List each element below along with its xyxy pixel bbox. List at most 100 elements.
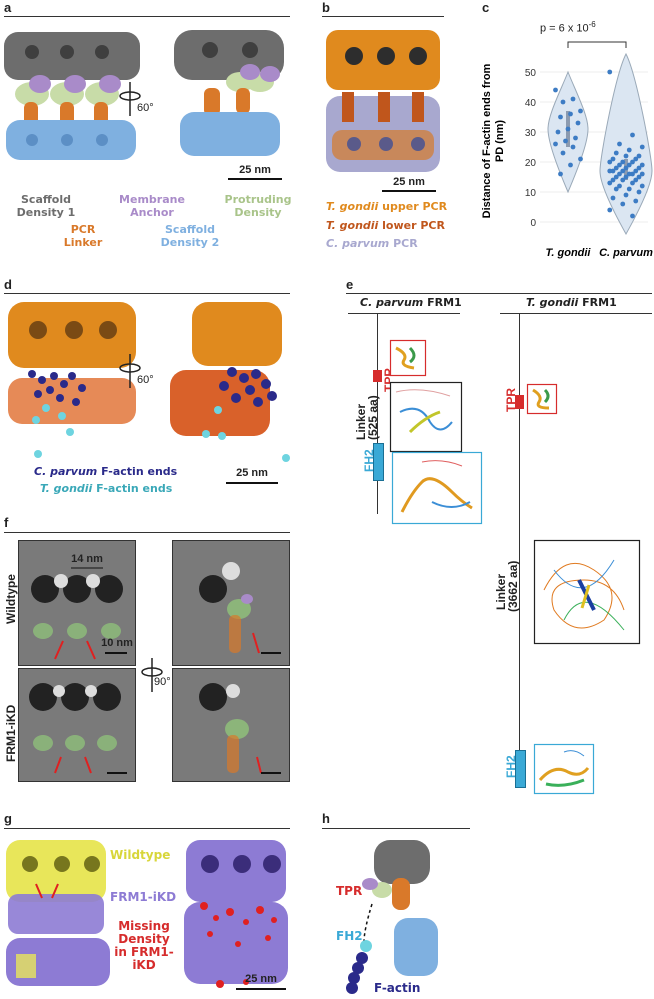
data-point <box>607 168 613 174</box>
panel-e-left-title: C. parvum FRM1 <box>360 296 462 309</box>
data-point <box>613 150 619 156</box>
panel-f-rotation: 90° <box>154 676 171 688</box>
violin-1 <box>599 52 653 236</box>
data-point <box>617 183 622 189</box>
data-point <box>573 135 578 141</box>
x-category-label: C. parvum <box>599 247 653 259</box>
y-tick-label: 10 <box>525 188 537 199</box>
data-point <box>633 156 639 162</box>
panel-h-factin: F-actin <box>374 981 421 995</box>
panel-b-scale-bar <box>382 190 436 192</box>
data-point <box>568 162 573 168</box>
panel-g-rule <box>4 828 290 829</box>
data-point <box>620 201 626 207</box>
panel-h-rule <box>322 828 470 829</box>
data-point <box>578 156 583 162</box>
panel-a-rule <box>4 16 290 17</box>
data-point <box>626 162 632 168</box>
data-point <box>575 120 581 126</box>
data-point <box>636 165 642 171</box>
rotation-arrow-icon <box>119 82 141 116</box>
panel-h-model <box>346 840 438 994</box>
right-fh2-structure <box>533 743 595 795</box>
data-point <box>620 177 626 183</box>
data-point <box>558 171 563 177</box>
left-linker-structure <box>389 381 463 453</box>
y-tick-label: 40 <box>525 98 537 109</box>
panel-d-scale-bar <box>226 482 278 484</box>
data-point <box>630 132 635 138</box>
data-point <box>639 183 645 189</box>
data-point <box>639 162 645 168</box>
panel-f-rotation-icon <box>141 658 163 692</box>
left-tpr-structure <box>389 339 427 377</box>
panel-g-wildtype: Wildtype <box>110 848 171 862</box>
significance-bracket <box>567 41 627 48</box>
data-point <box>623 192 629 198</box>
data-point <box>630 213 635 219</box>
panel-d-rule <box>4 293 290 294</box>
data-point <box>626 186 632 192</box>
micrograph-wt-front: 14 nm 10 nm <box>18 540 136 666</box>
data-point <box>560 99 566 105</box>
panel-a-label: a <box>4 0 12 15</box>
data-point <box>620 168 626 174</box>
data-point <box>553 87 558 93</box>
data-point <box>613 186 619 192</box>
data-point <box>607 159 613 165</box>
data-point <box>610 195 616 201</box>
left-fh2-structure <box>391 451 483 525</box>
left-fh2-domain <box>373 443 384 481</box>
right-linker-structure <box>533 539 641 645</box>
data-point <box>570 96 576 102</box>
data-point <box>570 144 576 150</box>
data-point <box>636 189 642 195</box>
panel-g-scale-bar <box>236 988 286 990</box>
data-point <box>617 141 622 147</box>
left-fh2-label: FH2 <box>362 449 376 472</box>
legend-protruding: Protruding Density <box>224 193 292 219</box>
panel-b-scale-label: 25 nm <box>393 176 425 188</box>
right-tpr-domain <box>515 395 524 409</box>
panel-c-pvalue: p = 6 x 10-6 <box>540 20 596 35</box>
left-linker-length: (525 aa) <box>366 395 380 440</box>
panel-b-legend-3: C. parvum PCR <box>326 237 418 250</box>
panel-b-rule <box>322 16 444 17</box>
y-axis-title: Distance of F-actin ends fromPD (nm) <box>481 63 506 218</box>
panel-a-scale-bar <box>228 178 282 180</box>
panel-c-label: c <box>482 0 490 15</box>
panel-f-label: f <box>4 515 9 530</box>
data-point <box>633 177 639 183</box>
panel-h-tpr: TPR <box>336 884 363 898</box>
data-point <box>568 111 573 117</box>
data-point <box>613 165 619 171</box>
legend-pcr: PCR Linker <box>63 223 103 249</box>
right-tpr-structure <box>526 383 558 415</box>
data-point <box>613 174 619 180</box>
panel-f-row1-label: Wildtype <box>4 574 18 624</box>
data-point <box>630 180 635 186</box>
panel-g-ikd-missing-density <box>184 840 288 988</box>
panel-b-legend-1: T. gondii upper PCR <box>326 200 448 213</box>
panel-a-scale-label: 25 nm <box>239 164 271 176</box>
data-point <box>565 126 571 132</box>
panel-g-ikd: FRM1-iKD <box>110 890 177 904</box>
panel-d-density-front <box>8 302 136 458</box>
panel-f-row2-label: FRM1-iKD <box>4 704 18 762</box>
panel-d-legend-2: T. gondii F-actin ends <box>40 482 173 495</box>
data-point <box>617 162 622 168</box>
micrograph-ikd-front <box>18 668 136 782</box>
panel-g-missing: Missing Density in FRM1-iKD <box>114 919 174 972</box>
panel-b-label: b <box>322 0 330 15</box>
panel-g-label: g <box>4 811 12 826</box>
legend-scaffold1: Scaffold Density 1 <box>16 193 76 219</box>
panel-d-density-rotated <box>170 302 290 462</box>
data-point <box>610 156 616 162</box>
y-tick-label: 30 <box>525 128 537 139</box>
violin-chart: Distance of F-actin ends fromPD (nm) 0 10 2… <box>481 41 653 259</box>
legend-scaffold2: Scaffold Density 2 <box>160 223 220 249</box>
panel-a-density-map-rotated <box>174 30 284 156</box>
data-point <box>639 171 645 177</box>
micrograph-ikd-side <box>172 668 290 782</box>
legend-membrane: Membrane Anchor <box>119 193 185 219</box>
